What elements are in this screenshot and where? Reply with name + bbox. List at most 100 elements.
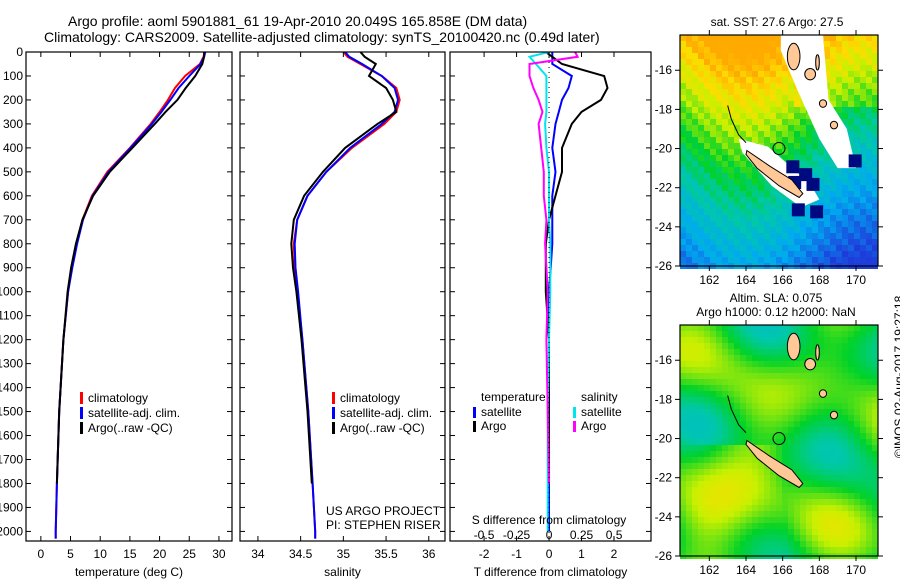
map-cell xyxy=(740,511,746,517)
map-cell xyxy=(752,337,758,343)
map-cell xyxy=(854,131,860,137)
map-cell xyxy=(854,463,860,469)
map-cell xyxy=(866,451,872,457)
map-cell xyxy=(860,523,866,529)
map-cell xyxy=(746,361,752,367)
map-cell xyxy=(752,71,758,77)
map-cell xyxy=(680,155,686,161)
map-cell xyxy=(866,95,872,101)
y-tick-label: -26 xyxy=(655,549,673,563)
map-cell xyxy=(866,41,872,47)
map-cell xyxy=(710,451,716,457)
map-cell xyxy=(680,161,686,167)
map-cell xyxy=(710,101,716,107)
map-cell xyxy=(698,239,704,245)
map-cell xyxy=(698,143,704,149)
map-cell xyxy=(782,481,788,487)
map-cell xyxy=(710,65,716,71)
map-cell xyxy=(740,119,746,125)
map-cell xyxy=(794,487,800,493)
map-cell xyxy=(734,77,740,83)
map-cell xyxy=(728,131,734,137)
map-cell xyxy=(860,59,866,65)
map-cell xyxy=(740,257,746,263)
map-cell xyxy=(758,331,764,337)
map-cell xyxy=(770,433,776,439)
map-cell xyxy=(716,331,722,337)
map-cell xyxy=(830,403,836,409)
map-cell xyxy=(698,421,704,427)
map-cell xyxy=(842,529,848,535)
map-cell xyxy=(842,325,848,331)
map-cell xyxy=(776,191,782,197)
map-cell xyxy=(716,35,722,41)
map-cell xyxy=(794,149,800,155)
map-cell xyxy=(782,71,788,77)
map-cell xyxy=(740,197,746,203)
map-cell xyxy=(836,113,842,119)
map-cell xyxy=(692,65,698,71)
argo-position-marker xyxy=(772,142,786,156)
map-cell xyxy=(740,457,746,463)
map-cell xyxy=(734,119,740,125)
new-caledonia-island xyxy=(745,149,804,199)
map-cell xyxy=(764,421,770,427)
map-cell xyxy=(848,143,854,149)
map-cell xyxy=(824,433,830,439)
map-cell xyxy=(764,47,770,53)
map-cell xyxy=(728,185,734,191)
map-cell xyxy=(740,251,746,257)
map-cell xyxy=(692,119,698,125)
map-cell xyxy=(782,409,788,415)
map-cell xyxy=(716,41,722,47)
map-cell xyxy=(746,427,752,433)
map-cell xyxy=(680,547,686,553)
map-cell xyxy=(764,385,770,391)
map-cell xyxy=(680,493,686,499)
map-cell xyxy=(810,205,824,219)
map-cell xyxy=(866,433,872,439)
map-cell xyxy=(770,257,776,263)
map-cell xyxy=(836,325,842,331)
map-cell xyxy=(806,119,812,125)
map-cell xyxy=(710,209,716,215)
map-cell xyxy=(716,493,722,499)
map-cell xyxy=(698,113,704,119)
map-cell xyxy=(758,41,764,47)
map-cell xyxy=(692,161,698,167)
map-cell xyxy=(704,197,710,203)
x-tick-label: 5 xyxy=(67,547,74,561)
map-cell xyxy=(722,463,728,469)
map-cell xyxy=(716,131,722,137)
map-cell xyxy=(710,433,716,439)
map-cell xyxy=(710,161,716,167)
map-cell xyxy=(860,83,866,89)
map-cell xyxy=(692,143,698,149)
map-cell xyxy=(692,505,698,511)
map-cell xyxy=(698,257,704,263)
map-cell xyxy=(680,77,686,83)
map-cell xyxy=(692,535,698,541)
map-cell xyxy=(758,403,764,409)
map-cell xyxy=(872,179,878,185)
map-cell xyxy=(830,77,836,83)
map-cell xyxy=(686,167,692,173)
map-cell xyxy=(716,113,722,119)
map-cell xyxy=(872,245,878,251)
map-cell xyxy=(800,427,806,433)
map-cell xyxy=(698,101,704,107)
map-cell xyxy=(710,439,716,445)
x-tick-label: -2 xyxy=(479,547,490,561)
map-cell xyxy=(812,173,818,179)
map-cell xyxy=(830,209,836,215)
map-cell xyxy=(842,487,848,493)
map-cell xyxy=(860,463,866,469)
reef-outline xyxy=(727,395,747,434)
map-cell xyxy=(866,385,872,391)
map-cell xyxy=(782,233,788,239)
map-cell xyxy=(710,403,716,409)
map-cell xyxy=(782,245,788,251)
map-cell xyxy=(722,361,728,367)
map-cell xyxy=(752,355,758,361)
map-cell xyxy=(782,541,788,547)
